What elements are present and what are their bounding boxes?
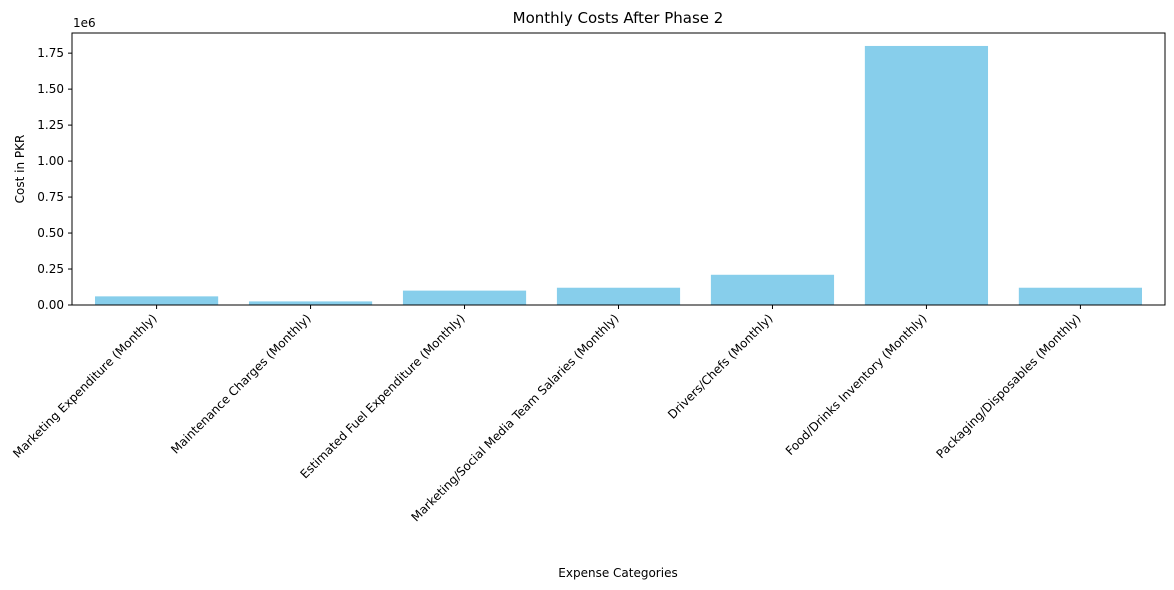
x-tick-label: Food/Drinks Inventory (Monthly) xyxy=(783,311,930,458)
x-tick-label: Packaging/Disposables (Monthly) xyxy=(934,311,1084,461)
y-tick-label: 1.25 xyxy=(37,118,64,132)
y-tick-label: 1.50 xyxy=(37,82,64,96)
y-axis-ticks: 0.00 0.25 0.50 0.75 1.00 1.25 1.50 1.75 xyxy=(37,46,72,312)
y-tick-label: 1.75 xyxy=(37,46,64,60)
bar-4 xyxy=(556,287,681,305)
bar-2 xyxy=(248,301,373,305)
y-tick-label: 0.75 xyxy=(37,190,64,204)
y-tick-label: 1.00 xyxy=(37,154,64,168)
bars-group xyxy=(95,45,1142,305)
x-axis-ticks: Marketing Expenditure (Monthly) Maintenan… xyxy=(10,305,1084,524)
y-tick-label: 0.00 xyxy=(37,298,64,312)
x-tick-label: Marketing Expenditure (Monthly) xyxy=(10,311,160,461)
x-axis-label: Expense Categories xyxy=(558,566,677,580)
y-tick-label: 0.50 xyxy=(37,226,64,240)
bar-5 xyxy=(710,274,835,305)
y-offset-label: 1e6 xyxy=(73,16,96,30)
x-tick-label: Drivers/Chefs (Monthly) xyxy=(665,311,776,422)
x-tick-label: Maintenance Charges (Monthly) xyxy=(168,311,313,456)
y-axis-label: Cost in PKR xyxy=(13,135,27,204)
bar-7 xyxy=(1018,287,1142,305)
bar-6 xyxy=(864,45,989,305)
chart-title: Monthly Costs After Phase 2 xyxy=(513,9,724,27)
x-tick-label: Estimated Fuel Expenditure (Monthly) xyxy=(297,311,467,481)
y-tick-label: 0.25 xyxy=(37,262,64,276)
bar-1 xyxy=(95,296,219,305)
plot-frame xyxy=(71,32,1166,306)
bar-3 xyxy=(402,290,527,305)
